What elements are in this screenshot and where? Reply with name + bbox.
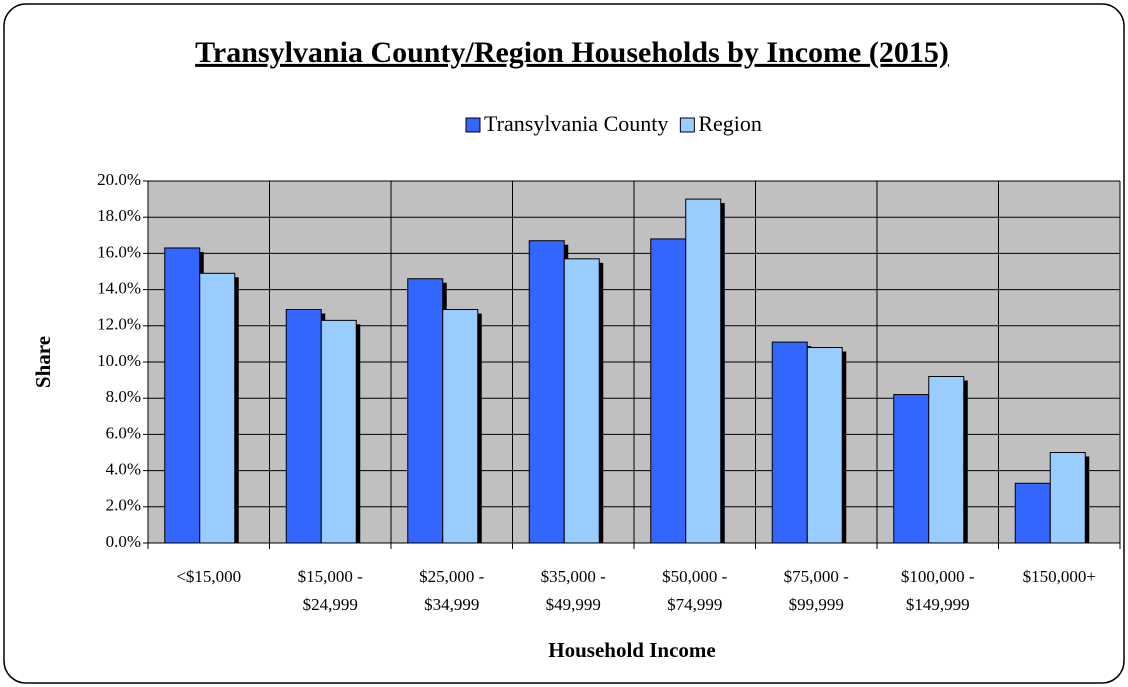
bar — [164, 247, 201, 544]
y-tick-label: 12.0% — [97, 315, 141, 334]
y-tick-label: 0.0% — [106, 532, 141, 551]
bar — [806, 347, 843, 544]
bar — [442, 309, 479, 544]
y-tick-label: 16.0% — [97, 242, 141, 261]
bar — [685, 198, 722, 544]
bar — [650, 238, 687, 544]
y-tick-label: 10.0% — [97, 351, 141, 370]
bar — [928, 375, 965, 544]
legend-swatch — [465, 117, 481, 133]
y-axis-label: Share — [31, 336, 55, 388]
bar — [771, 341, 808, 544]
bar — [563, 258, 600, 544]
x-tick-label: $35,000 -$49,999 — [541, 567, 607, 614]
y-tick-label: 18.0% — [97, 206, 141, 225]
y-tick-label: 2.0% — [106, 496, 141, 515]
y-tick-label: 4.0% — [106, 460, 141, 479]
y-tick-label: 20.0% — [97, 170, 141, 189]
bar — [528, 240, 565, 544]
bar — [199, 272, 236, 544]
bar — [893, 394, 930, 544]
legend-label: Transylvania County — [484, 111, 668, 136]
chart-title: Transylvania County/Region Households by… — [195, 36, 949, 69]
y-tick-label: 14.0% — [97, 279, 141, 298]
bar — [407, 278, 444, 544]
y-tick-label: 6.0% — [106, 423, 141, 442]
bar — [1014, 482, 1051, 544]
x-tick-label: $50,000 -$74,999 — [662, 567, 728, 614]
legend-swatch — [679, 117, 695, 133]
legend-label: Region — [698, 111, 762, 136]
bar — [1049, 452, 1086, 544]
x-tick-label: $100,000 -$149,999 — [901, 567, 975, 614]
x-tick-label: $25,000 -$34,999 — [419, 567, 485, 614]
x-tick-label: $150,000+ — [1023, 567, 1096, 586]
x-tick-label: $15,000 -$24,999 — [298, 567, 364, 614]
x-tick-label: $75,000 -$99,999 — [784, 567, 850, 614]
x-axis-label: Household Income — [548, 638, 715, 662]
x-tick-label: <$15,000 — [176, 567, 241, 586]
y-tick-label: 8.0% — [106, 387, 141, 406]
bar — [285, 309, 322, 544]
bar — [320, 319, 357, 544]
